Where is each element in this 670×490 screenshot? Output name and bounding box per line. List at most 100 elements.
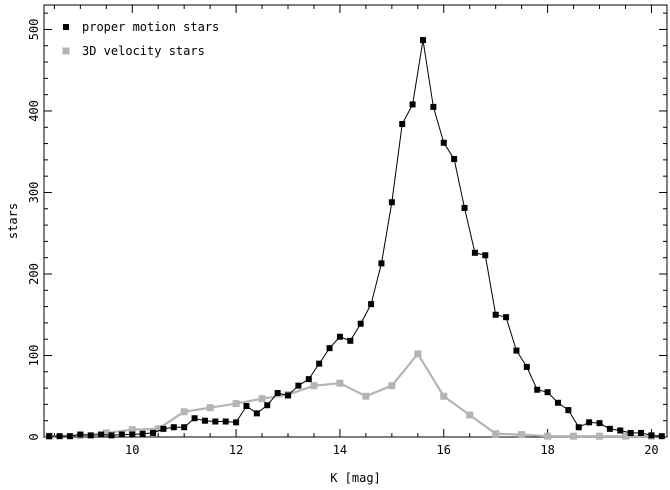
data-point xyxy=(253,410,260,417)
x-tick-label: 20 xyxy=(644,443,658,457)
data-point xyxy=(191,415,198,422)
y-tick-label: 300 xyxy=(27,182,41,204)
x-tick-label: 14 xyxy=(333,443,347,457)
data-point xyxy=(503,314,510,321)
data-point xyxy=(554,399,561,406)
data-point xyxy=(621,432,629,440)
data-point xyxy=(305,376,312,383)
series-proper-motion-stars xyxy=(46,37,665,440)
x-axis-label: K [mag] xyxy=(330,471,381,485)
data-point xyxy=(336,333,343,340)
legend-marker xyxy=(62,47,70,55)
data-point xyxy=(523,363,530,370)
data-point xyxy=(627,429,634,436)
data-point xyxy=(181,424,188,431)
data-point xyxy=(66,433,73,440)
y-tick-label: 0 xyxy=(27,433,41,440)
data-point xyxy=(451,156,458,163)
y-tick-label: 100 xyxy=(27,345,41,367)
series-layer xyxy=(45,37,665,440)
data-point xyxy=(544,389,551,396)
data-point xyxy=(310,382,318,390)
y-axis-label: stars xyxy=(6,203,20,239)
data-point xyxy=(492,311,499,318)
data-point xyxy=(285,392,292,399)
data-point xyxy=(222,418,229,425)
data-point xyxy=(513,347,520,354)
data-point xyxy=(471,249,478,256)
y-tick-label: 200 xyxy=(27,263,41,285)
data-point xyxy=(108,432,115,439)
data-point xyxy=(128,426,136,434)
series-line xyxy=(49,39,662,437)
data-point xyxy=(118,431,125,438)
data-point xyxy=(243,403,250,410)
data-point xyxy=(518,431,526,439)
data-point xyxy=(87,432,94,439)
data-point xyxy=(264,402,271,409)
data-point xyxy=(570,432,578,440)
x-tick-label: 16 xyxy=(437,443,451,457)
data-point xyxy=(409,101,416,108)
data-point xyxy=(295,382,302,389)
series-3d-velocity-stars xyxy=(45,350,655,440)
data-point xyxy=(461,204,468,211)
data-point xyxy=(102,429,110,437)
data-point xyxy=(357,320,364,327)
data-point xyxy=(170,424,177,431)
data-point xyxy=(466,411,474,419)
data-point xyxy=(212,418,219,425)
data-point xyxy=(430,103,437,110)
data-point xyxy=(440,139,447,146)
y-tick-label: 400 xyxy=(27,100,41,122)
data-point xyxy=(482,252,489,259)
data-point xyxy=(201,417,208,424)
data-point xyxy=(258,395,266,403)
data-point xyxy=(648,432,655,439)
series-line xyxy=(49,351,652,438)
data-point xyxy=(368,301,375,308)
data-point xyxy=(596,432,604,440)
data-point xyxy=(617,427,624,434)
x-tick-label: 18 xyxy=(540,443,554,457)
y-tick-label: 500 xyxy=(27,19,41,41)
data-point xyxy=(596,420,603,427)
x-tick-label: 12 xyxy=(229,443,243,457)
data-point xyxy=(326,345,333,352)
data-point xyxy=(150,429,157,436)
data-point xyxy=(154,425,162,433)
data-point xyxy=(388,382,396,390)
data-point xyxy=(606,425,613,432)
data-point xyxy=(232,400,240,408)
data-point xyxy=(46,433,53,440)
data-point xyxy=(362,392,370,400)
data-point xyxy=(565,407,572,414)
data-point xyxy=(440,392,448,400)
data-point xyxy=(378,260,385,267)
data-point xyxy=(492,430,500,438)
data-point xyxy=(658,433,665,440)
legend: proper motion stars 3D velocity stars xyxy=(62,20,219,58)
data-point xyxy=(316,360,323,367)
data-point xyxy=(129,431,136,438)
data-point xyxy=(414,350,422,358)
legend-marker xyxy=(63,24,69,30)
data-point xyxy=(638,429,645,436)
data-point xyxy=(56,433,63,440)
data-point xyxy=(575,424,582,431)
data-point xyxy=(419,37,426,44)
data-point xyxy=(336,379,344,387)
data-point xyxy=(544,432,552,440)
data-point xyxy=(139,430,146,437)
data-point xyxy=(388,199,395,206)
x-tick-label: 10 xyxy=(125,443,139,457)
data-point xyxy=(160,425,167,432)
data-point xyxy=(347,337,354,344)
data-point xyxy=(274,389,281,396)
data-point xyxy=(399,121,406,128)
legend-label: proper motion stars xyxy=(82,20,219,34)
data-point xyxy=(206,404,214,412)
data-point xyxy=(77,431,84,438)
